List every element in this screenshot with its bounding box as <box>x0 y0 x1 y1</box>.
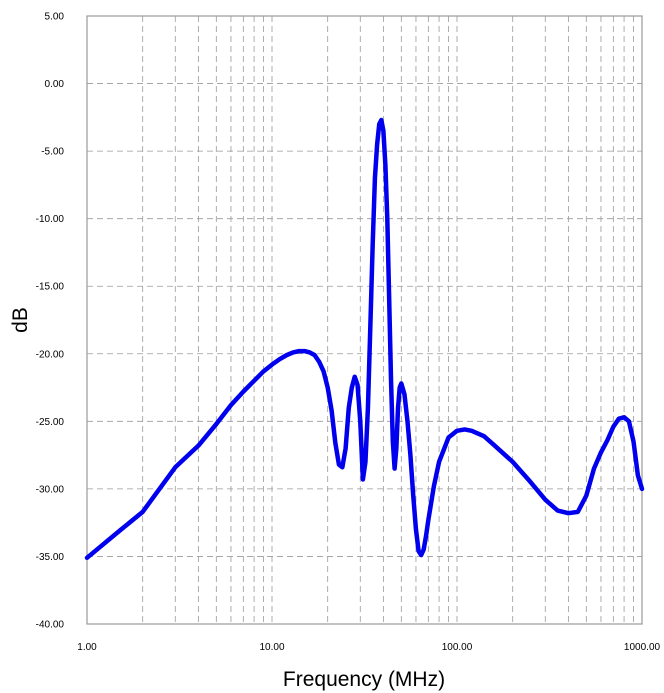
y-tick-label: 0.00 <box>45 79 65 90</box>
y-tick-label: -5.00 <box>41 147 64 158</box>
y-tick-label: -40.00 <box>36 620 65 631</box>
y-axis-title: dB <box>9 307 32 333</box>
series-line <box>84 117 645 561</box>
x-tick-label: 10.00 <box>259 642 284 653</box>
x-tick-label: 1.00 <box>77 642 97 653</box>
y-tick-label: -25.00 <box>36 417 65 428</box>
x-tick-label: 100.00 <box>442 642 473 653</box>
y-axis-tick-labels: 5.00 0.00 -5.00 -10.00 -15.00 -20.00 -25.00 -30… <box>36 12 65 631</box>
y-tick-label: -35.00 <box>36 552 65 563</box>
plot-area <box>86 15 643 625</box>
y-tick-label: -30.00 <box>36 484 65 495</box>
y-tick-label: -15.00 <box>36 282 65 293</box>
x-axis-title: Frequency (MHz) <box>283 668 445 691</box>
y-tick-label: -20.00 <box>36 349 65 360</box>
x-axis-tick-labels: 1.00 10.00 100.00 1000.00 <box>77 642 660 653</box>
series-layer <box>84 117 645 561</box>
grid <box>87 16 642 624</box>
y-tick-label: -10.00 <box>36 214 65 225</box>
x-tick-label: 1000.00 <box>624 642 661 653</box>
y-tick-label: 5.00 <box>45 12 65 23</box>
